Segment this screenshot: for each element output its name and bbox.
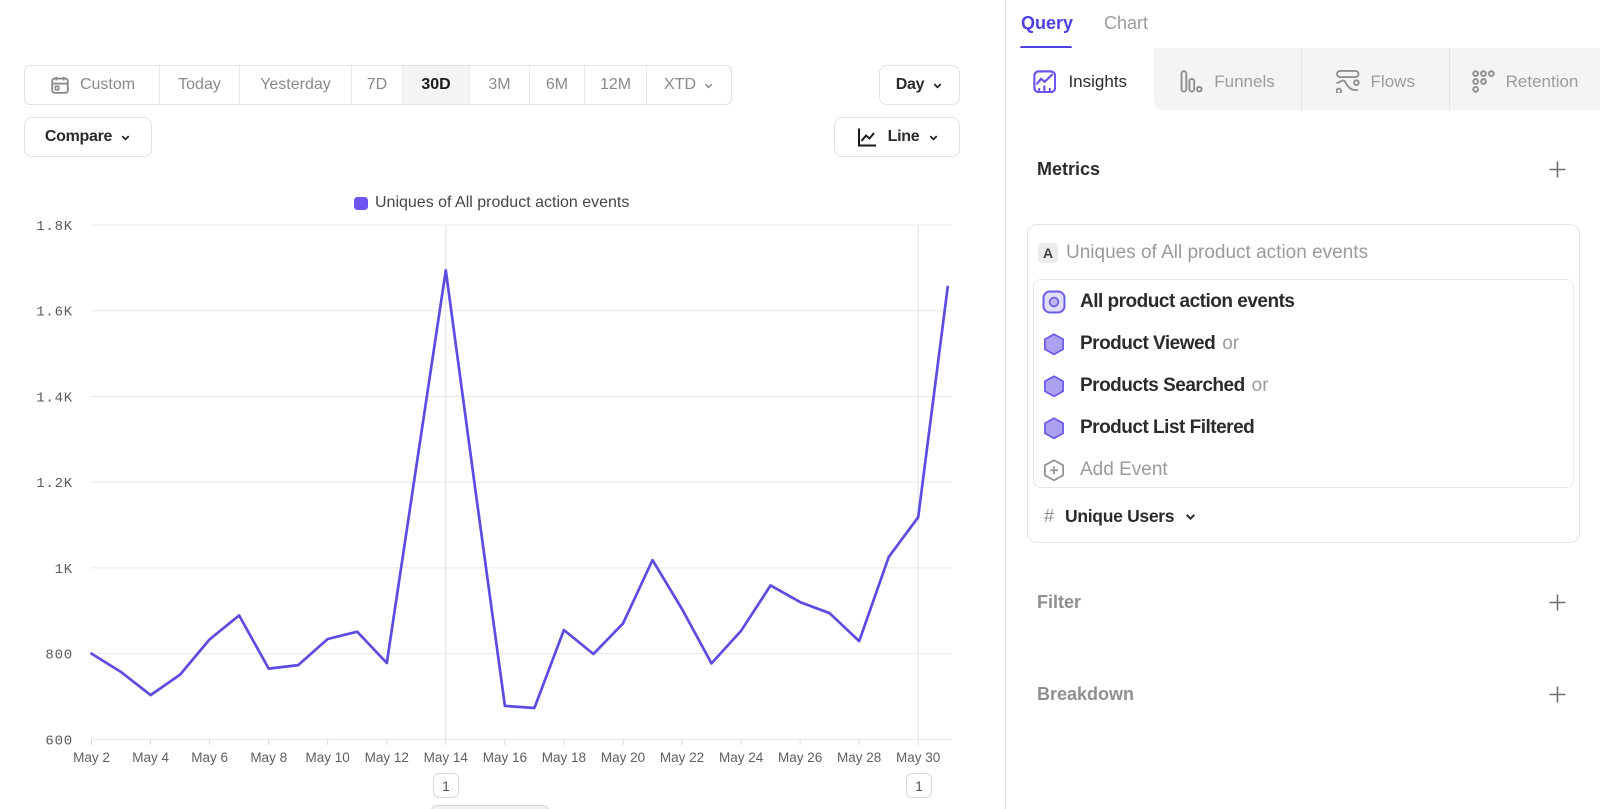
svg-text:May 30: May 30 xyxy=(896,750,940,765)
svg-text:May 2: May 2 xyxy=(73,750,110,765)
svg-text:May 4: May 4 xyxy=(132,750,169,765)
svg-text:1.2K: 1.2K xyxy=(36,476,73,492)
svg-text:May 26: May 26 xyxy=(778,750,822,765)
svg-text:800: 800 xyxy=(45,648,73,664)
svg-text:May 8: May 8 xyxy=(250,750,287,765)
svg-text:May 28: May 28 xyxy=(837,750,881,765)
svg-text:1K: 1K xyxy=(55,562,73,578)
svg-text:May 12: May 12 xyxy=(365,750,409,765)
svg-text:May 10: May 10 xyxy=(306,750,350,765)
svg-text:May 14: May 14 xyxy=(424,750,469,765)
svg-text:May 16: May 16 xyxy=(483,750,527,765)
svg-text:May 6: May 6 xyxy=(191,750,228,765)
svg-text:May 22: May 22 xyxy=(660,750,704,765)
svg-text:600: 600 xyxy=(45,733,73,749)
svg-text:May 18: May 18 xyxy=(542,750,586,765)
svg-text:1.8K: 1.8K xyxy=(36,219,73,235)
svg-text:May 24: May 24 xyxy=(719,750,764,765)
svg-text:1.6K: 1.6K xyxy=(36,305,73,321)
svg-text:May 20: May 20 xyxy=(601,750,645,765)
svg-text:1.4K: 1.4K xyxy=(36,390,73,406)
